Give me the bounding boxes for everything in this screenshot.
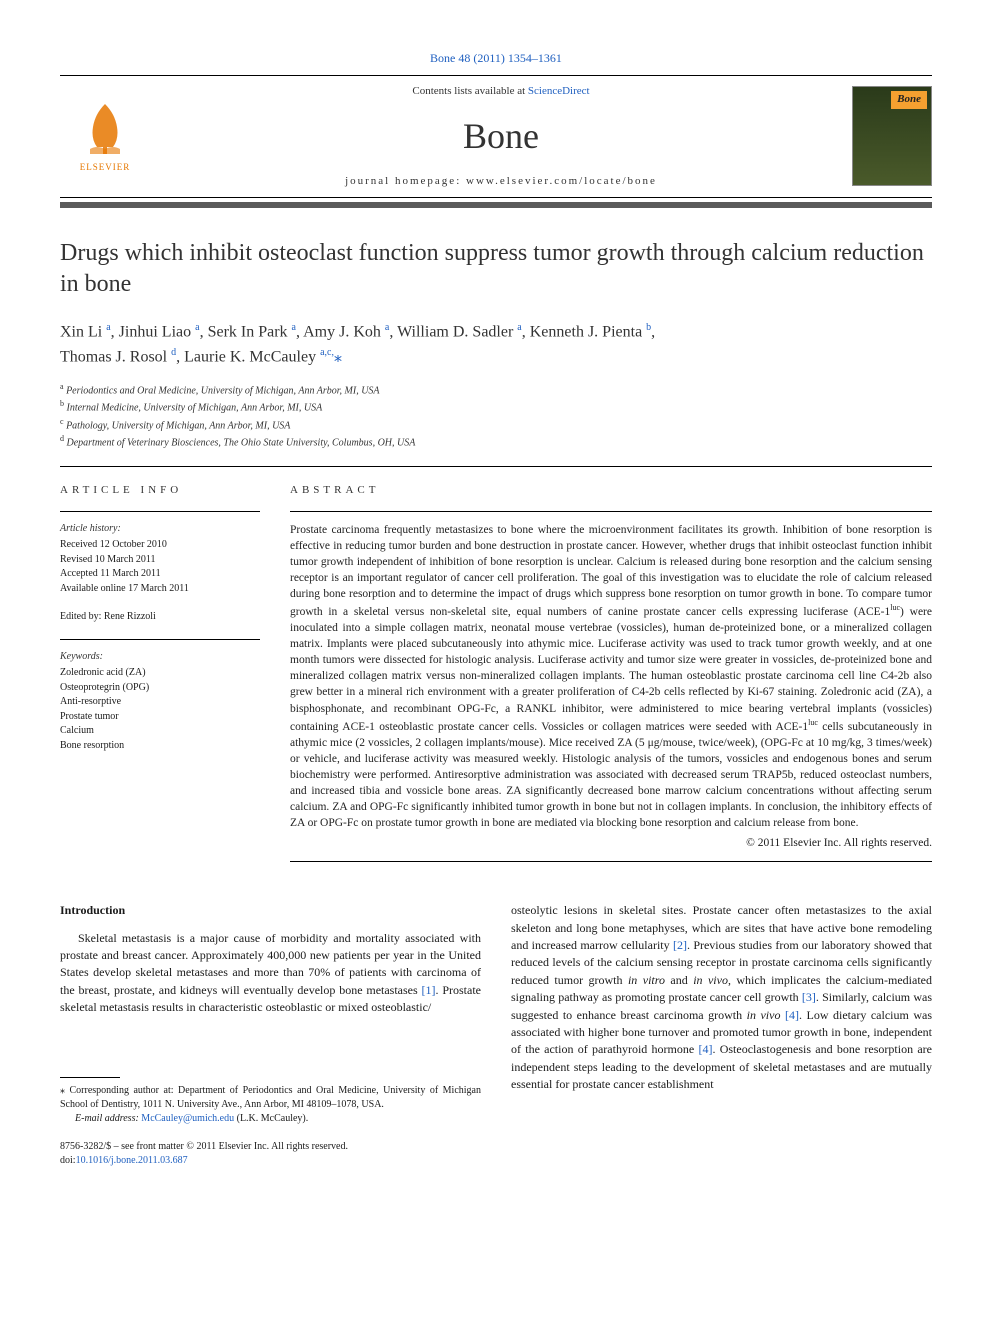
doi-label: doi: [60,1155,76,1166]
cite-3[interactable]: [3] [802,990,816,1004]
doi-block: 8756-3282/$ – see front matter © 2011 El… [60,1140,481,1168]
abstract-column: ABSTRACT Prostate carcinoma frequently m… [290,483,932,862]
history-label: Article history: [60,522,260,537]
edited-by: Edited by: Rene Rizzoli [60,610,260,625]
citation-line: Bone 48 (2011) 1354–1361 [60,50,932,67]
abstract-rule [290,511,932,512]
info-rule-2 [60,639,260,640]
email-suffix: (L.K. McCauley). [234,1113,308,1124]
affiliation-b: Internal Medicine, University of Michiga… [67,403,323,414]
cite-4b[interactable]: [4] [698,1042,712,1056]
cite-1[interactable]: [1] [422,983,436,997]
journal-name: Bone [150,111,852,161]
article-info-sidebar: ARTICLE INFO Article history: Received 1… [60,483,260,862]
rule-above-abstract [60,466,932,467]
keyword-1: Osteoprotegrin (OPG) [60,681,260,696]
affiliation-a: Periodontics and Oral Medicine, Universi… [66,385,379,396]
info-rule-1 [60,511,260,512]
contents-line: Contents lists available at ScienceDirec… [150,84,852,99]
cover-thumb-title: Bone [891,91,927,108]
homepage-line: journal homepage: www.elsevier.com/locat… [150,174,852,189]
revised-date: Revised 10 March 2011 [60,553,260,568]
journal-header-box: ELSEVIER Contents lists available at Sci… [60,75,932,198]
publisher-logo: ELSEVIER [60,91,150,181]
cite-2[interactable]: [2] [673,938,687,952]
publisher-name: ELSEVIER [80,161,131,174]
keyword-5: Bone resorption [60,739,260,754]
abstract-heading: ABSTRACT [290,483,932,498]
article-title: Drugs which inhibit osteoclast function … [60,238,932,300]
corresponding-author-mark: ⁎ [334,348,342,365]
sciencedirect-link[interactable]: ScienceDirect [528,85,590,97]
keywords-label: Keywords: [60,650,260,665]
article-info-heading: ARTICLE INFO [60,483,260,498]
front-matter-line: 8756-3282/$ – see front matter © 2011 El… [60,1140,481,1154]
doi-link[interactable]: 10.1016/j.bone.2011.03.687 [76,1155,188,1166]
email-label: E-mail address: [75,1113,141,1124]
abstract-bottom-rule [290,861,932,862]
keyword-4: Calcium [60,724,260,739]
contents-prefix: Contents lists available at [412,85,527,97]
affiliation-d: Department of Veterinary Biosciences, Th… [67,437,416,448]
email-footnote: E-mail address: McCauley@umich.edu (L.K.… [60,1112,481,1126]
body-two-column: Introduction Skeletal metastasis is a ma… [60,902,932,1167]
corr-author-text: ⁎ Corresponding author at: Department of… [60,1085,481,1110]
corresponding-footnote: ⁎ Corresponding author at: Department of… [60,1084,481,1112]
affiliation-c: Pathology, University of Michigan, Ann A… [66,420,290,431]
journal-cover-thumb: Bone [852,86,932,186]
keyword-0: Zoledronic acid (ZA) [60,666,260,681]
email-link[interactable]: McCauley@umich.edu [141,1113,234,1124]
online-date: Available online 17 March 2011 [60,582,260,597]
cite-4a[interactable]: [4] [785,1008,799,1022]
affiliations: a Periodontics and Oral Medicine, Univer… [60,381,932,450]
authors-line: Xin Li a, Jinhui Liao a, Serk In Park a,… [60,320,932,369]
keyword-2: Anti-resorptive [60,695,260,710]
homepage-url: www.elsevier.com/locate/bone [466,175,657,187]
received-date: Received 12 October 2010 [60,538,260,553]
keyword-3: Prostate tumor [60,710,260,725]
intro-para-1: Skeletal metastasis is a major cause of … [60,930,481,1017]
footnote-rule [60,1077,120,1078]
abstract-text: Prostate carcinoma frequently metastasiz… [290,522,932,831]
homepage-prefix: journal homepage: [345,175,466,187]
intro-para-2: osteolytic lesions in skeletal sites. Pr… [511,902,932,1093]
abstract-copyright: © 2011 Elsevier Inc. All rights reserved… [290,835,932,851]
accepted-date: Accepted 11 March 2011 [60,567,260,582]
thick-rule [60,202,932,208]
introduction-heading: Introduction [60,902,481,919]
elsevier-tree-icon [75,99,135,159]
